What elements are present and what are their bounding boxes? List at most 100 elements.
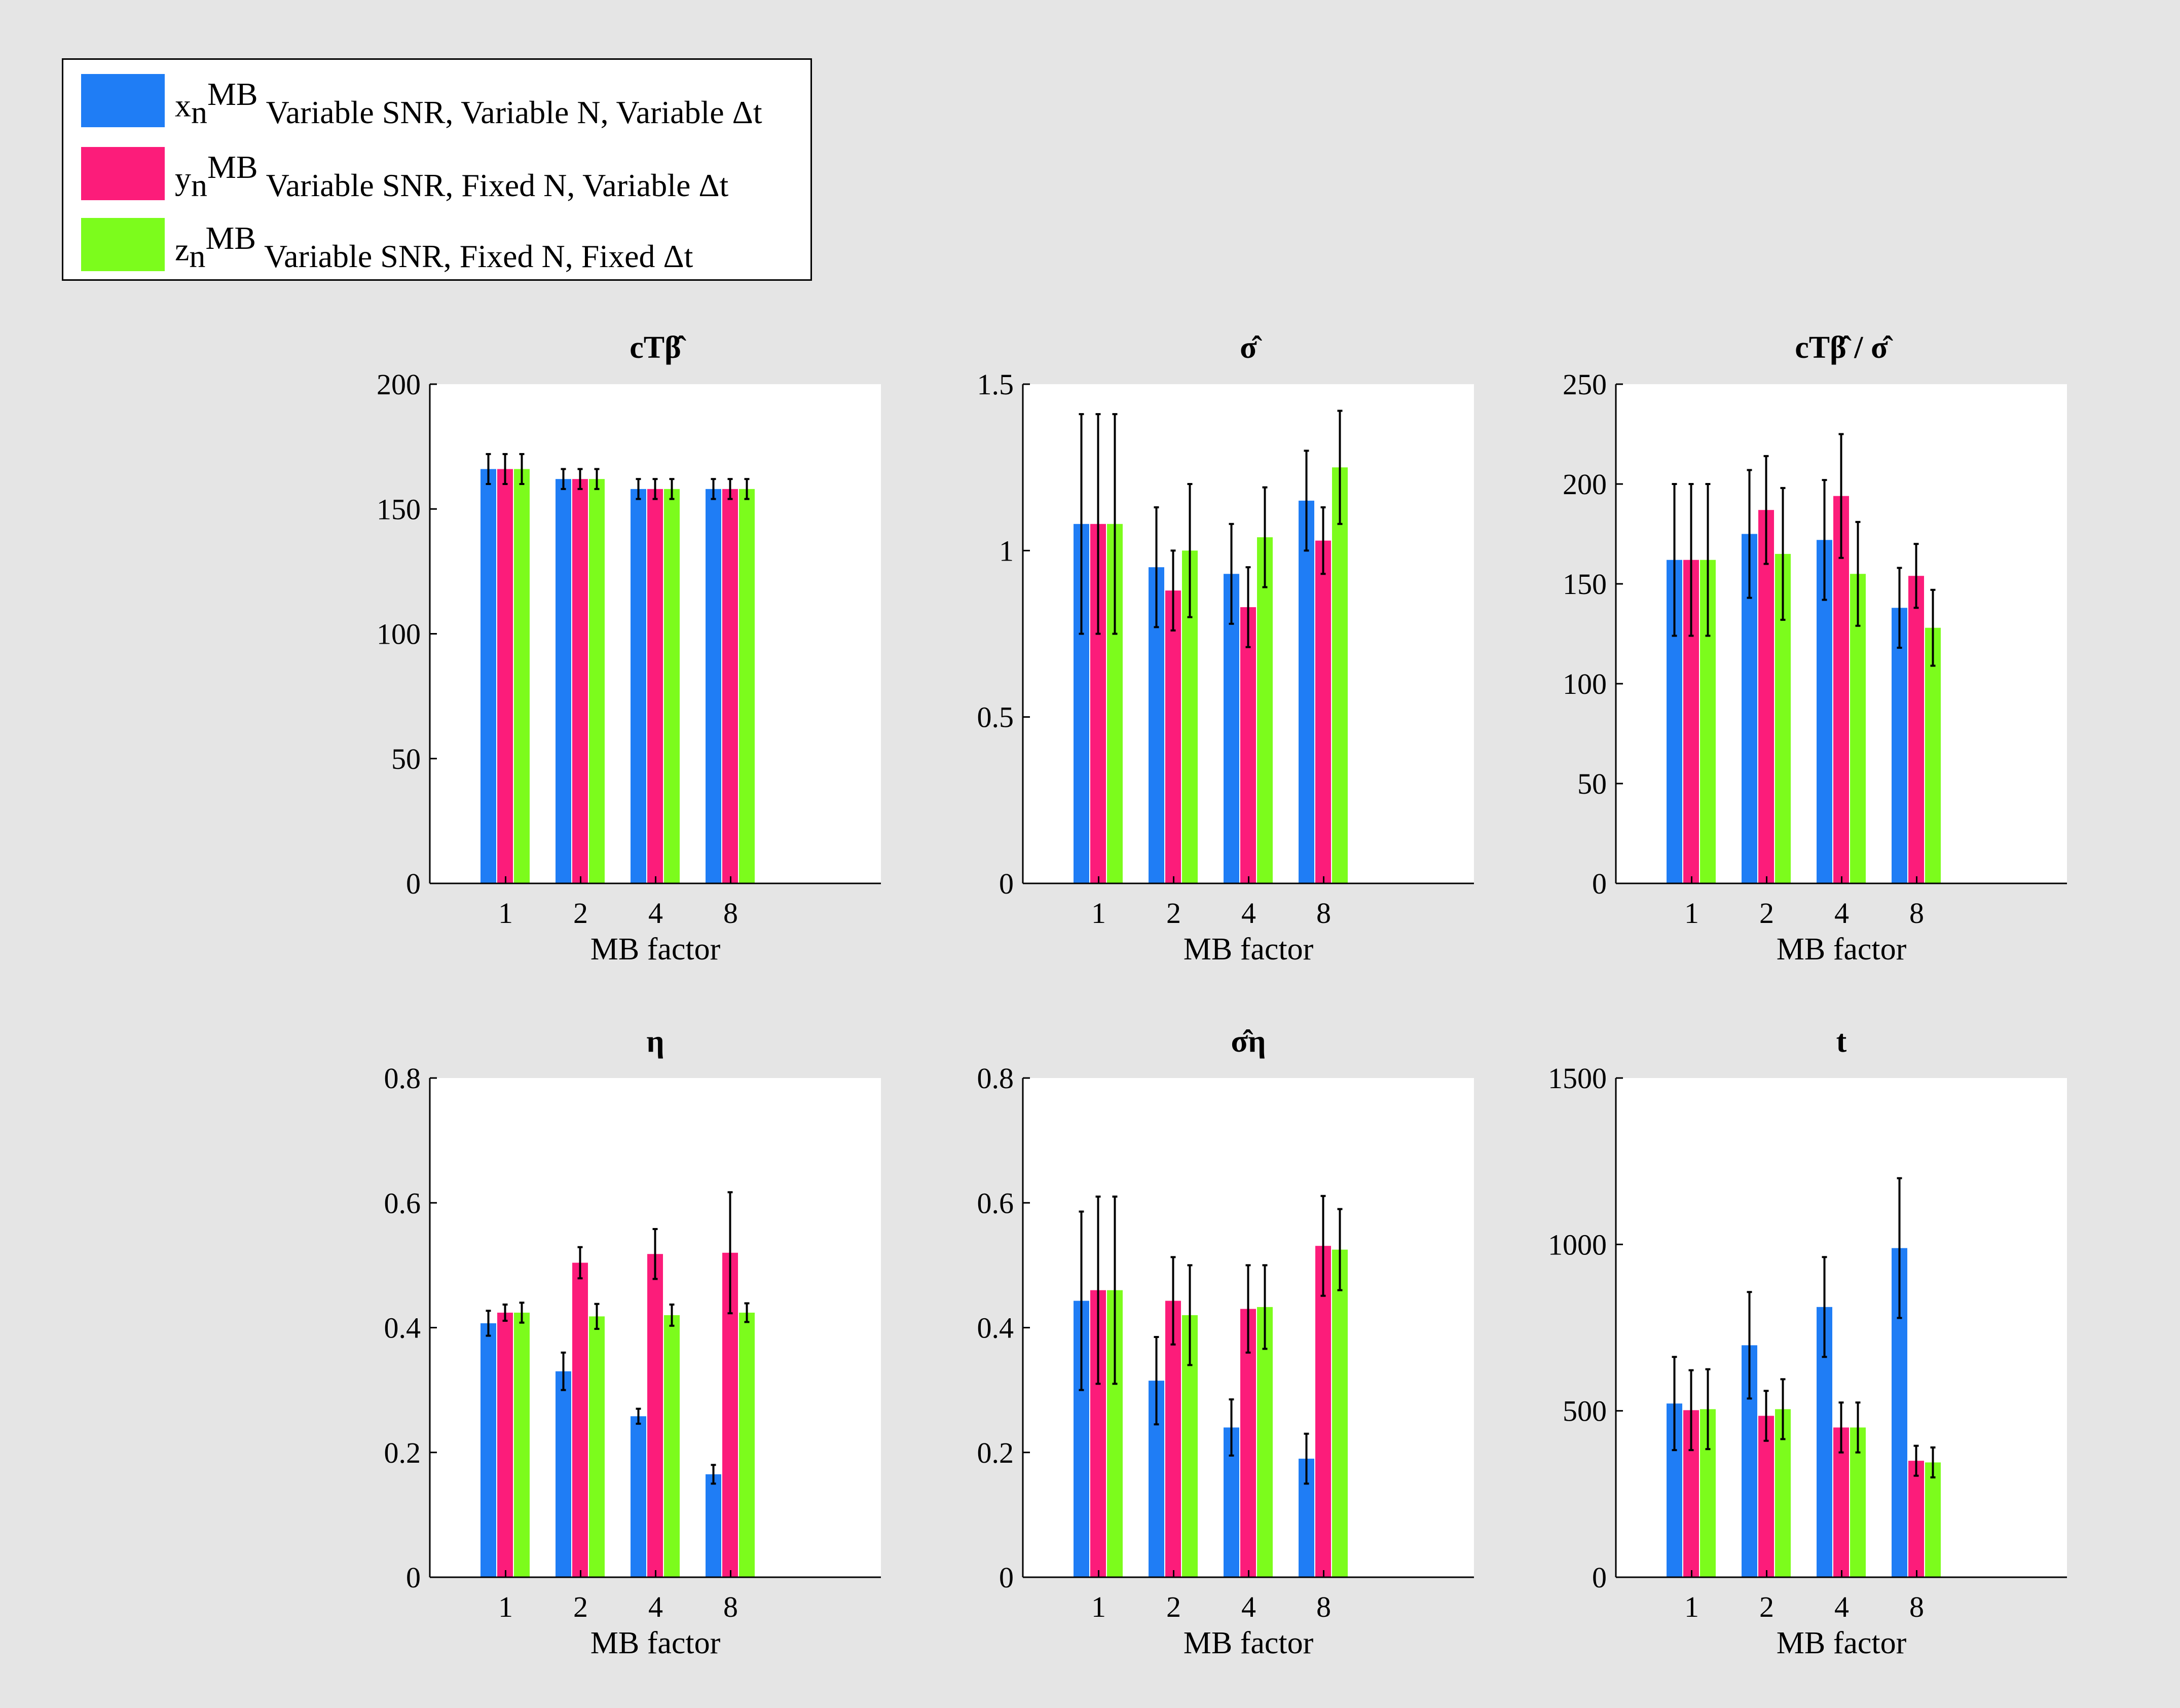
chart-title: η — [646, 1024, 664, 1059]
y-tick-label: 0.8 — [977, 1062, 1014, 1095]
legend-swatch-x — [81, 74, 165, 127]
x-axis-label: MB factor — [590, 932, 721, 967]
bar — [722, 489, 738, 883]
x-tick-label: 8 — [1316, 1590, 1331, 1623]
x-tick-label: 4 — [1241, 1590, 1256, 1623]
legend-label-z: znMB Variable SNR, Fixed N, Fixed Δt — [175, 220, 693, 275]
bar — [1257, 537, 1273, 883]
bar — [556, 1371, 571, 1577]
chart-title: cTβ̂ — [630, 330, 686, 365]
chart-panel-4: η 0 0.2 0.4 0.6 0.8 1 2 4 8MB factor — [384, 1024, 881, 1660]
y-tick-label: 0.2 — [384, 1436, 421, 1469]
y-tick-label: 0.5 — [977, 701, 1014, 734]
bar — [1165, 590, 1181, 883]
y-tick-label: 150 — [377, 493, 421, 526]
y-tick-label: 0.6 — [384, 1186, 421, 1219]
x-tick-label: 8 — [1909, 897, 1924, 930]
x-tick-label: 8 — [723, 897, 738, 930]
bar — [1332, 467, 1348, 883]
x-tick-label: 2 — [1759, 1590, 1774, 1623]
y-tick-label: 0.2 — [977, 1436, 1014, 1469]
y-tick-label: 0 — [406, 867, 421, 900]
bar — [1332, 1249, 1348, 1577]
y-tick-label: 0 — [999, 867, 1014, 900]
x-tick-label: 4 — [648, 897, 663, 930]
chart-panel-3: cTβ̂ / σ̂ 0 50 100 150 200 250 1 2 4 8MB factor — [1563, 330, 2067, 967]
chart-title: cTβ̂ / σ̂ — [1795, 330, 1893, 365]
bar — [664, 1315, 680, 1577]
bar — [572, 1263, 588, 1577]
x-axis-label: MB factor — [1184, 1626, 1314, 1660]
x-tick-label: 2 — [1166, 1590, 1181, 1623]
y-tick-label: 500 — [1563, 1395, 1607, 1428]
bar — [1240, 1309, 1256, 1577]
bar — [481, 1323, 496, 1577]
x-tick-label: 2 — [1166, 897, 1181, 930]
y-tick-label: 100 — [377, 618, 421, 651]
x-tick-label: 2 — [573, 897, 588, 930]
y-tick-label: 1 — [999, 534, 1014, 567]
chart-title: t — [1836, 1024, 1847, 1059]
x-tick-label: 1 — [498, 1590, 513, 1623]
bar — [556, 479, 571, 883]
bar — [589, 1316, 605, 1577]
y-tick-label: 0 — [406, 1561, 421, 1594]
legend-item-y: ynMB Variable SNR, Fixed N, Variable Δt — [81, 147, 801, 203]
legend-swatch-y — [81, 147, 165, 200]
chart-panel-1: cTβ̂ 0 50 100 150 200 1 2 4 8MB factor — [377, 330, 881, 967]
y-tick-label: 1000 — [1548, 1228, 1607, 1261]
legend-item-x: xnMB Variable SNR, Variable N, Variable … — [81, 74, 801, 130]
legend-item-z: znMB Variable SNR, Fixed N, Fixed Δt — [81, 218, 801, 274]
bar — [631, 1416, 646, 1577]
y-tick-label: 200 — [1563, 468, 1607, 501]
x-tick-label: 2 — [573, 1590, 588, 1623]
bar — [664, 489, 680, 883]
legend-label-x: xnMB Variable SNR, Variable N, Variable … — [175, 76, 762, 131]
bar — [497, 1312, 513, 1577]
y-tick-label: 0 — [1592, 867, 1607, 900]
bar — [497, 469, 513, 883]
y-tick-label: 0.8 — [384, 1062, 421, 1095]
x-axis-label: MB factor — [1184, 932, 1314, 967]
bar — [647, 1254, 663, 1577]
y-tick-label: 50 — [1577, 767, 1607, 800]
y-tick-label: 150 — [1563, 568, 1607, 601]
chart-panel-6: t 0 500 1000 1500 1 2 4 8MB factor — [1548, 1024, 2067, 1660]
y-tick-label: 1500 — [1548, 1062, 1607, 1095]
x-tick-label: 4 — [648, 1590, 663, 1623]
chart-panel-5: σ̂η 0 0.2 0.4 0.6 0.8 1 2 4 8MB factor — [977, 1024, 1474, 1660]
x-axis-label: MB factor — [1777, 1626, 1907, 1660]
bar — [1257, 1307, 1273, 1577]
chart-title: σ̂η — [1231, 1024, 1266, 1059]
bar — [1925, 1462, 1941, 1577]
x-tick-label: 4 — [1834, 1590, 1849, 1623]
x-tick-label: 1 — [1091, 897, 1106, 930]
bar — [647, 489, 663, 883]
bar — [1892, 608, 1907, 883]
x-tick-label: 4 — [1241, 897, 1256, 930]
bar — [1925, 627, 1941, 883]
chart-title: σ̂ — [1240, 330, 1262, 365]
bar — [1908, 1461, 1924, 1577]
bar — [572, 479, 588, 883]
bar — [1315, 1246, 1331, 1577]
y-tick-label: 0 — [999, 1561, 1014, 1594]
bar — [739, 489, 755, 883]
bar — [1240, 607, 1256, 883]
x-tick-label: 1 — [1684, 1590, 1699, 1623]
bar — [1758, 1416, 1774, 1577]
bar — [1315, 540, 1331, 883]
y-tick-label: 200 — [377, 368, 421, 401]
bar — [514, 1312, 530, 1577]
bar — [1299, 500, 1314, 883]
y-tick-label: 50 — [391, 742, 421, 775]
bar — [739, 1312, 755, 1577]
bar — [1224, 574, 1239, 883]
bar — [1908, 576, 1924, 883]
y-tick-label: 0.6 — [977, 1186, 1014, 1219]
y-tick-label: 100 — [1563, 667, 1607, 700]
legend-swatch-z — [81, 218, 165, 271]
y-tick-label: 0.4 — [384, 1312, 421, 1345]
legend-label-y: ynMB Variable SNR, Fixed N, Variable Δt — [175, 149, 729, 204]
